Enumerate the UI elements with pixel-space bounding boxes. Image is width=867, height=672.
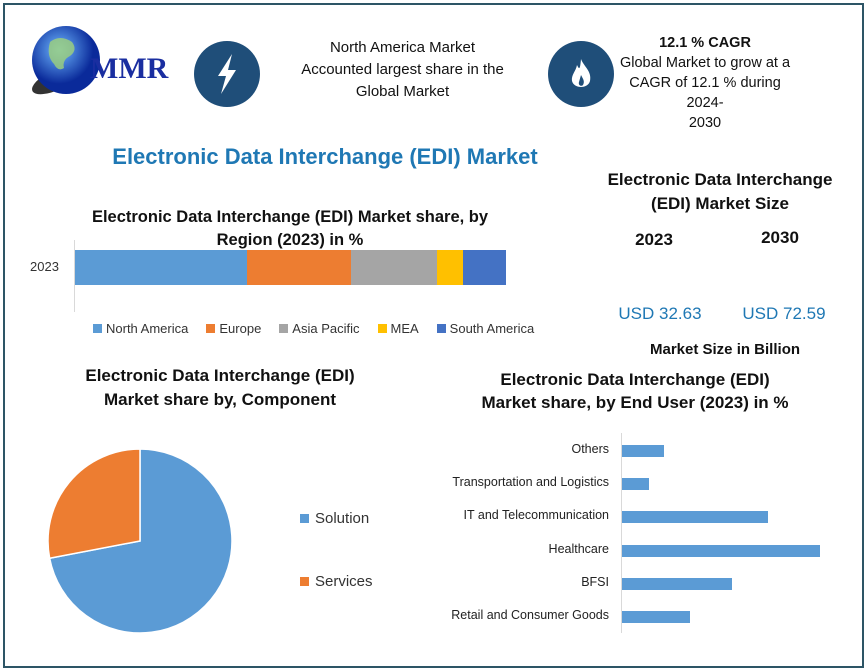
main-title: Electronic Data Interchange (EDI) Market [112, 144, 538, 169]
legend-swatch [93, 324, 102, 333]
bar-transportation-and-logistics [622, 478, 650, 491]
category-label: Retail and Consumer Goods [451, 608, 609, 622]
legend-swatch [300, 514, 309, 523]
end-user-chart-title: Electronic Data Interchange (EDI) Market… [440, 368, 830, 414]
title-line: Market share by, Component [103, 390, 337, 409]
bar-retail-and-consumer-goods [622, 611, 690, 623]
legend-swatch [436, 324, 446, 333]
globe-icon [32, 26, 100, 95]
bar-others [622, 445, 664, 457]
legend-swatch [300, 577, 309, 586]
region-segment-mea [437, 250, 463, 285]
info-line: 2030 [688, 115, 722, 131]
value-2023: USD 32.63 [618, 304, 702, 323]
bar-healthcare [622, 544, 820, 557]
region-chart-title: Electronic Data Interchange (EDI) Market… [60, 206, 520, 252]
title-line: Electronic Data Interchange (EDI) Market… [91, 208, 489, 226]
region-segment-europe [247, 250, 351, 285]
info-line: Accounted largest share in the [301, 61, 504, 78]
market-size-footer: Market Size in Billion [649, 341, 801, 358]
legend-item: MEA [377, 321, 419, 336]
market-size-title: Electronic Data Interchange (EDI) Market… [595, 168, 845, 216]
region-legend: North America Europe Asia Pacific MEA South … [93, 320, 552, 338]
legend-swatch [377, 324, 387, 333]
legend-label: North America [106, 321, 189, 336]
info-line: CAGR of 12.1 % during 2024- [629, 75, 781, 111]
lightning-icon [194, 41, 260, 107]
legend-swatch [206, 324, 216, 333]
pie-slice-services [47, 448, 141, 560]
flame-icon [548, 41, 614, 107]
title-line: Electronic Data Interchange [607, 170, 833, 189]
legend-label: Solution [315, 510, 370, 527]
legend-label: South America [449, 321, 535, 336]
region-category-label: 2023 [30, 259, 59, 274]
legend-item: South America [436, 321, 535, 336]
cagr-info: 12.1 % CAGR Global Market to grow at a C… [615, 33, 795, 133]
end-user-bar-chart: Others Transportation and Logistics IT and… [420, 433, 840, 633]
category-label: Healthcare [548, 541, 609, 556]
component-legend: Solution Services [300, 510, 373, 636]
category-label: BFSI [581, 574, 609, 589]
category-label: IT and Telecommunication [463, 508, 609, 523]
region-segment-asia-pacific [350, 250, 438, 285]
pie-slice-solution [48, 448, 233, 634]
year-2030: 2030 [761, 228, 799, 247]
info-line: Global Market to grow at a [619, 55, 791, 71]
title-line: Electronic Data Interchange (EDI) [85, 366, 355, 385]
end-user-axis [621, 433, 622, 633]
legend-label: Services [315, 573, 373, 590]
legend-label: Europe [219, 321, 262, 336]
value-2030: USD 72.59 [742, 304, 826, 323]
title-line: Region (2023) in % [216, 231, 364, 249]
legend-item: Europe [206, 321, 261, 336]
bar-bfsi [622, 577, 732, 590]
category-label: Transportation and Logistics [452, 475, 609, 490]
title-line: (EDI) Market Size [651, 194, 789, 213]
component-pie-chart [47, 448, 233, 634]
year-2023: 2023 [635, 230, 673, 249]
legend-label: Asia Pacific [292, 321, 360, 336]
legend-item: North America [93, 321, 188, 336]
region-stacked-bar [75, 250, 506, 285]
mmr-logo: MMR [28, 22, 178, 102]
region-axis [74, 240, 75, 312]
info-line: Global Market [355, 83, 450, 100]
info-line: North America Market [329, 39, 476, 56]
legend-item: Asia Pacific [279, 321, 360, 336]
north-america-info: North America Market Accounted largest s… [280, 37, 525, 103]
title-line: Electronic Data Interchange (EDI) [500, 370, 770, 389]
legend-item: Solution [300, 510, 373, 527]
bar-it-and-telecommunication [622, 511, 768, 524]
legend-item: Services [300, 573, 373, 590]
legend-swatch [279, 324, 289, 333]
cagr-title: 12.1 % CAGR [659, 35, 751, 51]
title-line: Market share, by End User (2023) in % [481, 393, 789, 412]
logo-text: MMR [90, 52, 169, 85]
region-segment-north-america [75, 250, 248, 285]
component-chart-title: Electronic Data Interchange (EDI) Market… [60, 364, 380, 412]
legend-label: MEA [390, 321, 419, 336]
infographic-frame [3, 3, 864, 668]
region-segment-south-america [462, 250, 506, 285]
category-label: Others [571, 442, 609, 456]
